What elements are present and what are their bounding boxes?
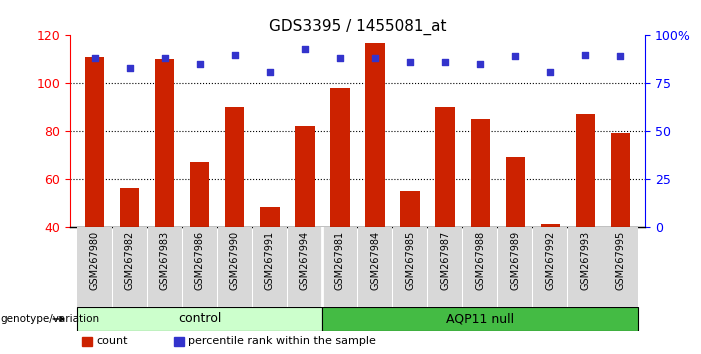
Bar <box>225 107 245 227</box>
Text: AQP11 null: AQP11 null <box>446 313 515 325</box>
Point <box>475 61 486 67</box>
Bar <box>120 188 139 227</box>
Text: GSM267987: GSM267987 <box>440 231 450 290</box>
Text: GSM267983: GSM267983 <box>160 231 170 290</box>
FancyBboxPatch shape <box>78 227 112 308</box>
Bar <box>330 88 350 227</box>
Point <box>299 46 311 52</box>
Point <box>124 65 135 71</box>
Bar <box>190 162 210 227</box>
Text: control: control <box>178 313 222 325</box>
FancyBboxPatch shape <box>463 227 498 308</box>
Point <box>510 53 521 59</box>
Point <box>440 59 451 65</box>
Point <box>264 69 275 75</box>
Bar <box>576 114 595 227</box>
FancyBboxPatch shape <box>533 227 567 308</box>
Bar <box>505 157 525 227</box>
Bar <box>295 126 315 227</box>
Text: GSM267991: GSM267991 <box>265 231 275 290</box>
Text: GSM267980: GSM267980 <box>90 231 100 290</box>
FancyBboxPatch shape <box>287 227 322 308</box>
Bar <box>400 191 420 227</box>
Bar <box>435 107 455 227</box>
FancyBboxPatch shape <box>498 227 533 308</box>
Point <box>194 61 205 67</box>
Point <box>334 56 346 61</box>
Bar <box>260 207 280 227</box>
Text: GSM267992: GSM267992 <box>545 231 555 290</box>
FancyBboxPatch shape <box>322 307 638 331</box>
Point <box>229 52 240 57</box>
FancyBboxPatch shape <box>393 227 427 308</box>
FancyBboxPatch shape <box>322 227 357 308</box>
Point <box>580 52 591 57</box>
FancyBboxPatch shape <box>428 227 463 308</box>
Text: GSM267981: GSM267981 <box>335 231 345 290</box>
Point <box>615 53 626 59</box>
Bar <box>85 57 104 227</box>
Point <box>89 56 100 61</box>
Point <box>404 59 416 65</box>
FancyBboxPatch shape <box>182 227 217 308</box>
FancyBboxPatch shape <box>568 227 603 308</box>
Text: GSM267994: GSM267994 <box>300 231 310 290</box>
Bar <box>540 224 560 227</box>
Text: GSM267984: GSM267984 <box>370 231 380 290</box>
FancyBboxPatch shape <box>358 227 393 308</box>
Bar <box>365 42 385 227</box>
FancyBboxPatch shape <box>603 227 638 308</box>
Bar <box>81 337 92 346</box>
Text: GSM267988: GSM267988 <box>475 231 485 290</box>
FancyBboxPatch shape <box>112 227 147 308</box>
Text: GSM267985: GSM267985 <box>405 231 415 290</box>
Bar <box>470 119 490 227</box>
Text: GSM267990: GSM267990 <box>230 231 240 290</box>
Text: percentile rank within the sample: percentile rank within the sample <box>188 336 376 346</box>
Text: GSM267982: GSM267982 <box>125 231 135 290</box>
Point <box>369 56 381 61</box>
Text: genotype/variation: genotype/variation <box>1 314 100 324</box>
FancyBboxPatch shape <box>77 307 322 331</box>
Title: GDS3395 / 1455081_at: GDS3395 / 1455081_at <box>268 19 447 35</box>
FancyBboxPatch shape <box>217 227 252 308</box>
Bar <box>155 59 175 227</box>
Text: GSM267989: GSM267989 <box>510 231 520 290</box>
Point <box>545 69 556 75</box>
Bar <box>611 133 630 227</box>
Text: GSM267993: GSM267993 <box>580 231 590 290</box>
Text: GSM267995: GSM267995 <box>615 231 625 290</box>
Point <box>159 56 170 61</box>
Bar <box>174 337 184 346</box>
FancyBboxPatch shape <box>252 227 287 308</box>
FancyBboxPatch shape <box>147 227 182 308</box>
Text: count: count <box>96 336 128 346</box>
Text: GSM267986: GSM267986 <box>195 231 205 290</box>
